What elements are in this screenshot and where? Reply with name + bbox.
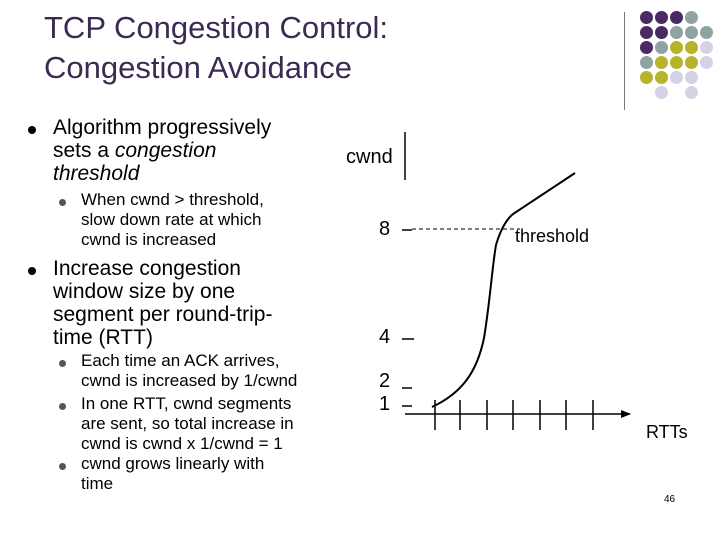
sub-bullet-marker xyxy=(59,360,66,367)
sub-line: cwnd is cwnd x 1/cwnd = 1 xyxy=(81,434,283,453)
sub-line: In one RTT, cwnd segments xyxy=(81,394,292,413)
decor-dot xyxy=(670,41,683,54)
bullet-2: Increase congestion window size by one s… xyxy=(53,257,272,349)
sub-line: cwnd grows linearly with xyxy=(81,454,265,473)
sub-line: Each time an ACK arrives, xyxy=(81,351,280,370)
bullet-2-sub-3: cwnd grows linearly with time xyxy=(81,454,264,494)
decor-dot xyxy=(640,26,653,39)
threshold-label: threshold xyxy=(515,226,590,246)
bullet-2-line: time (RTT) xyxy=(53,326,153,349)
y-tick-label-1: 1 xyxy=(379,393,391,415)
decor-dot xyxy=(700,41,713,54)
decor-dot xyxy=(685,11,698,24)
bullet-1-line-3: threshold xyxy=(53,162,271,185)
decor-dot xyxy=(655,11,668,24)
sub-line: cwnd is increased xyxy=(81,230,217,249)
bullet-marker xyxy=(28,267,36,275)
y-ticks xyxy=(402,229,414,407)
decor-dot xyxy=(640,56,653,69)
title-line-1: TCP Congestion Control: xyxy=(44,10,389,45)
decor-dot xyxy=(655,71,668,84)
y-tick-label-4: 4 xyxy=(379,326,391,348)
decor-dot xyxy=(640,71,653,84)
decorative-divider xyxy=(624,12,625,110)
sub-bullet-marker xyxy=(59,463,66,470)
decor-dot xyxy=(670,56,683,69)
bullet-2-sub-2: In one RTT, cwnd segments are sent, so t… xyxy=(81,394,294,454)
cwnd-growth-curve xyxy=(431,172,576,408)
bullet-marker xyxy=(28,126,36,134)
bullet-2-sub-1: Each time an ACK arrives, cwnd is increa… xyxy=(81,351,297,391)
slide-title: TCP Congestion Control: Congestion Avoid… xyxy=(44,8,564,88)
decor-dot xyxy=(700,56,713,69)
decor-dot xyxy=(640,11,653,24)
sub-line: cwnd is increased by 1/cwnd xyxy=(81,371,298,390)
decor-dot xyxy=(655,26,668,39)
bullet-1-prefix: sets a xyxy=(53,139,115,162)
page-number: 46 xyxy=(664,494,676,505)
sub-line: time xyxy=(81,474,114,493)
y-tick-label-2: 2 xyxy=(379,370,391,392)
decor-dot xyxy=(670,11,683,24)
bullet-1: Algorithm progressively sets a congestio… xyxy=(53,116,271,185)
sub-line: slow down rate at which xyxy=(81,210,262,229)
bullet-2-line: window size by one xyxy=(53,280,236,303)
bullet-2-line: Increase congestion xyxy=(53,257,241,280)
decor-dot xyxy=(685,56,698,69)
decor-dot xyxy=(685,86,698,99)
decor-dot xyxy=(685,71,698,84)
title-line-2: Congestion Avoidance xyxy=(44,50,352,85)
decor-dot xyxy=(655,41,668,54)
bullet-1-line-1: Algorithm progressively xyxy=(53,116,272,139)
bullet-1-em-threshold: threshold xyxy=(53,162,140,185)
decor-dot xyxy=(685,41,698,54)
decor-dot xyxy=(655,56,668,69)
x-ticks xyxy=(434,400,594,430)
decor-dot xyxy=(700,26,713,39)
decor-dot xyxy=(655,86,668,99)
decor-dot xyxy=(670,71,683,84)
bullet-1-sub-1: When cwnd > threshold, slow down rate at… xyxy=(81,190,264,250)
sub-line: When cwnd > threshold, xyxy=(81,190,264,209)
y-tick-label-8: 8 xyxy=(379,218,391,240)
x-axis-label: RTTs xyxy=(646,422,688,442)
y-axis-label: cwnd xyxy=(346,146,393,168)
bullet-1-line-2: sets a congestion xyxy=(53,139,271,162)
decor-dot xyxy=(640,41,653,54)
bullet-2-line: segment per round-trip- xyxy=(53,303,273,326)
decor-dot xyxy=(670,26,683,39)
sub-line: are sent, so total increase in xyxy=(81,414,294,433)
decor-dot xyxy=(685,26,698,39)
sub-bullet-marker xyxy=(59,199,66,206)
sub-bullet-marker xyxy=(59,403,66,410)
bullet-1-em-congestion: congestion xyxy=(114,139,217,162)
